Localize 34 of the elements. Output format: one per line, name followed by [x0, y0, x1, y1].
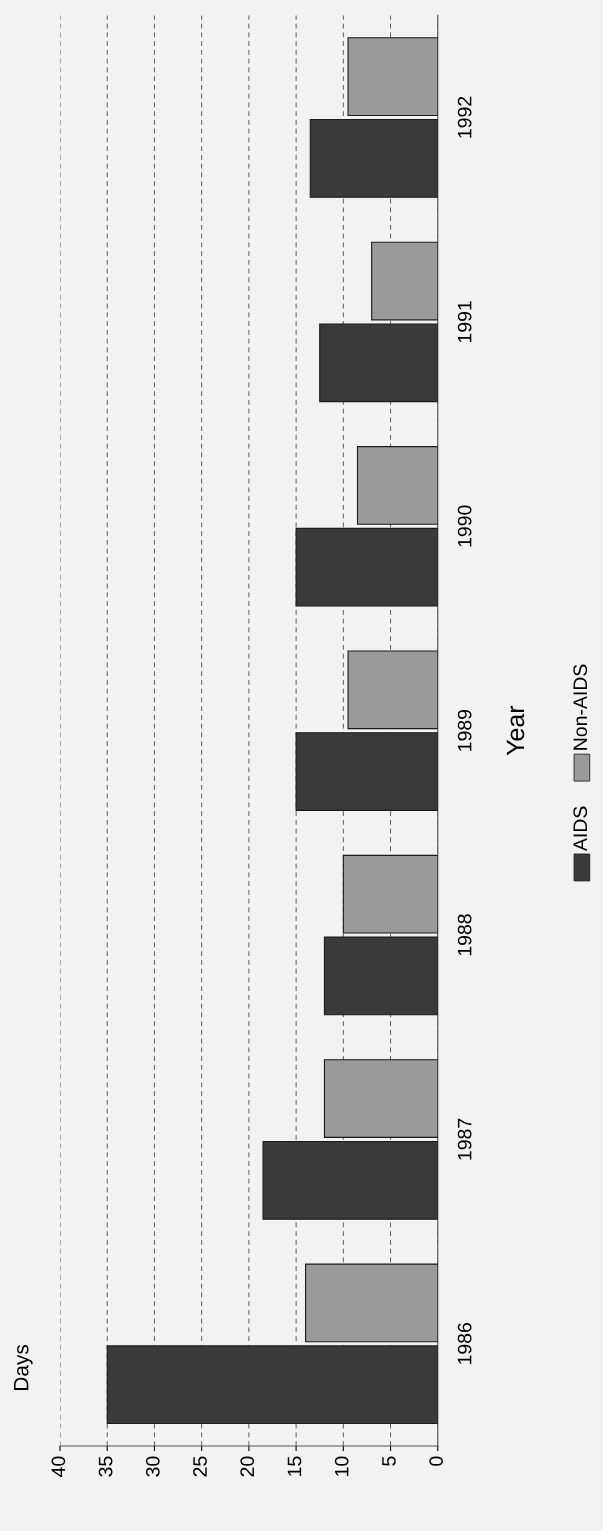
y-axis-title: Year: [506, 705, 525, 756]
bar: [305, 1263, 438, 1343]
y-tick-label: 1990: [457, 505, 472, 547]
bar: [106, 1345, 438, 1425]
y-tick-label: 1992: [457, 96, 472, 138]
bar: [356, 446, 438, 525]
bar: [342, 854, 438, 934]
x-tick-label: 0: [429, 1456, 443, 1466]
text: AIDS: [573, 806, 588, 852]
bar: [309, 118, 438, 198]
y-tick-label: 1991: [457, 301, 472, 343]
x-tick-label: 30: [145, 1456, 160, 1477]
x-tick-label: 25: [193, 1456, 207, 1477]
x-tick-label: 15: [287, 1456, 302, 1476]
y-tick-label: 1989: [457, 709, 472, 751]
bar: [347, 650, 438, 730]
y-tick-label: 1988: [457, 914, 472, 956]
y-tick-label: 1986: [457, 1323, 472, 1364]
x-tick-label: 40: [51, 1456, 66, 1477]
text: Non-AIDS: [573, 664, 588, 750]
bar: [371, 241, 438, 321]
y-tick-label: 1987: [457, 1118, 472, 1160]
bar: [323, 936, 438, 1016]
bar: [323, 1059, 438, 1138]
x-tick-label: 35: [98, 1456, 113, 1477]
bar: [295, 527, 438, 607]
bar: [347, 37, 438, 117]
x-tick-label: 5: [382, 1456, 396, 1466]
x-tick-label: 10: [334, 1456, 349, 1476]
bar: [262, 1140, 438, 1220]
text: Days: [13, 1344, 33, 1390]
bar: [295, 732, 438, 811]
bar: [319, 323, 438, 403]
x-tick-label: 20: [240, 1456, 255, 1477]
